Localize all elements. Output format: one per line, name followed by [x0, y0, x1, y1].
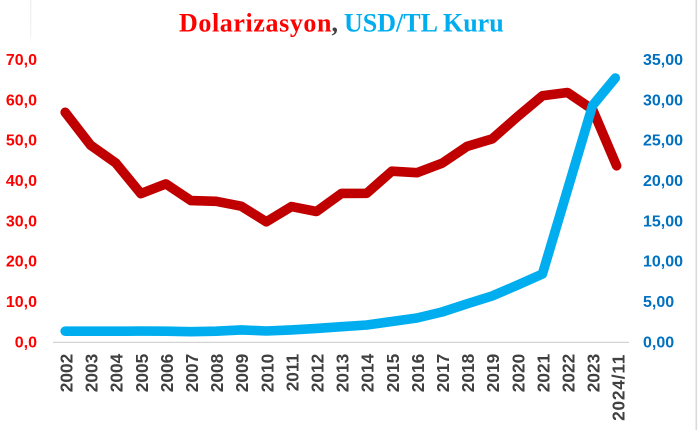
svg-text:2020: 2020	[508, 354, 528, 392]
svg-text:50,0: 50,0	[6, 133, 37, 150]
svg-text:2014: 2014	[358, 353, 378, 392]
svg-text:2012: 2012	[308, 354, 328, 392]
svg-text:2008: 2008	[207, 353, 227, 392]
svg-text:5,00: 5,00	[643, 294, 674, 311]
svg-text:10,0: 10,0	[6, 294, 37, 311]
svg-text:2002: 2002	[57, 354, 77, 392]
svg-text:2015: 2015	[383, 353, 403, 392]
svg-text:2005: 2005	[132, 353, 152, 392]
svg-text:2023: 2023	[584, 354, 604, 392]
svg-text:20,0: 20,0	[6, 254, 37, 271]
svg-text:2007: 2007	[182, 354, 202, 392]
svg-text:30,00: 30,00	[643, 92, 683, 109]
svg-text:Dolarizasyon: Dolarizasyon	[179, 9, 332, 38]
svg-text:2016: 2016	[408, 354, 428, 392]
svg-text:30,0: 30,0	[6, 213, 37, 230]
svg-text:2024/11: 2024/11	[609, 354, 629, 421]
svg-text:2006: 2006	[157, 354, 177, 392]
svg-text:15,00: 15,00	[643, 213, 683, 230]
svg-text:35,00: 35,00	[643, 52, 683, 69]
svg-text:2017: 2017	[433, 354, 453, 392]
svg-text:2013: 2013	[333, 354, 353, 392]
svg-text:USD/TL Kuru: USD/TL Kuru	[344, 9, 504, 38]
svg-text:60,0: 60,0	[6, 92, 37, 109]
svg-text:2010: 2010	[257, 354, 277, 392]
svg-text:0,00: 0,00	[643, 335, 674, 352]
svg-text:2019: 2019	[483, 354, 503, 392]
svg-text:2004: 2004	[107, 353, 127, 392]
svg-text:25,00: 25,00	[643, 133, 683, 150]
svg-text:2009: 2009	[232, 354, 252, 392]
svg-text:20,00: 20,00	[643, 173, 683, 190]
svg-text:0,0: 0,0	[15, 335, 37, 352]
svg-text:40,0: 40,0	[6, 173, 37, 190]
svg-text:2022: 2022	[559, 354, 579, 392]
svg-text:2018: 2018	[458, 353, 478, 392]
svg-text:2011: 2011	[282, 353, 302, 391]
svg-text:2003: 2003	[82, 354, 102, 392]
svg-text:70,0: 70,0	[6, 52, 37, 69]
svg-text:2021: 2021	[533, 353, 553, 392]
svg-text:,: ,	[332, 9, 339, 38]
svg-text:10,00: 10,00	[643, 254, 683, 271]
